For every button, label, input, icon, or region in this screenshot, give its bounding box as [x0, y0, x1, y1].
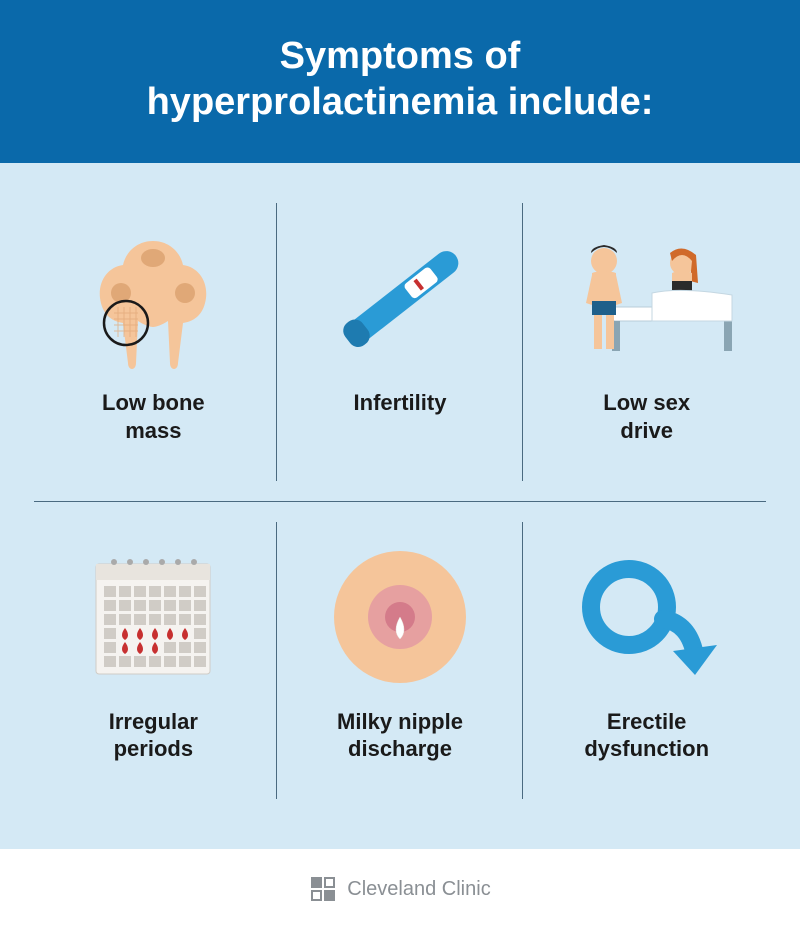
- symptom-irregular-periods: Irregular periods: [30, 502, 277, 819]
- pregnancy-test-icon: [287, 213, 514, 383]
- symptom-label: Irregular periods: [109, 708, 198, 763]
- symptom-label: Milky nipple discharge: [337, 708, 463, 763]
- symptom-label: Low sex drive: [603, 389, 690, 444]
- title-line-1: Symptoms of: [280, 35, 521, 77]
- symptom-erectile-dysfunction: Erectile dysfunction: [523, 502, 770, 819]
- symptom-label: Infertility: [354, 389, 447, 417]
- footer: Cleveland Clinic: [0, 849, 800, 929]
- header-banner: Symptoms of hyperprolactinemia include:: [0, 0, 800, 163]
- male-arrow-down-icon: [533, 532, 760, 702]
- symptom-low-bone-mass: Low bone mass: [30, 183, 277, 500]
- page-title: Symptoms of hyperprolactinemia include:: [20, 34, 780, 125]
- nipple-icon: [287, 532, 514, 702]
- symptom-label: Low bone mass: [102, 389, 205, 444]
- title-line-2: hyperprolactinemia include:: [147, 81, 654, 123]
- symptom-label: Erectile dysfunction: [584, 708, 709, 763]
- pelvis-icon: [40, 213, 267, 383]
- symptom-infertility: Infertility: [277, 183, 524, 500]
- symptom-milky-discharge: Milky nipple discharge: [277, 502, 524, 819]
- grid-row-2: Irregular periods Milky nipple discharge: [30, 502, 770, 819]
- footer-brand: Cleveland Clinic: [347, 878, 490, 901]
- cleveland-clinic-logo-icon: [309, 875, 337, 903]
- couple-bed-icon: [533, 213, 760, 383]
- symptom-low-sex-drive: Low sex drive: [523, 183, 770, 500]
- grid-row-1: Low bone mass Infertility: [30, 183, 770, 500]
- calendar-icon: [40, 532, 267, 702]
- symptom-grid: Low bone mass Infertility: [0, 163, 800, 849]
